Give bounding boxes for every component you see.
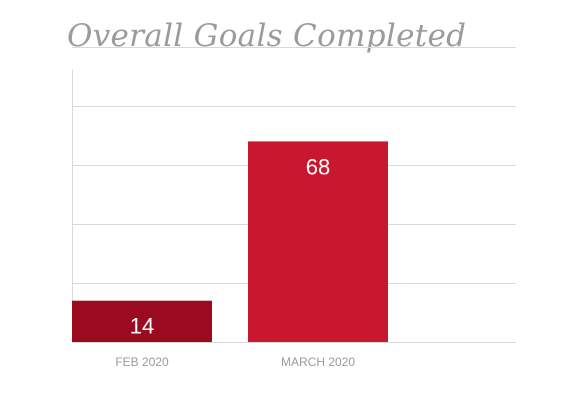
bar-value-label: 68 xyxy=(306,154,330,179)
bar-value-label: 14 xyxy=(130,314,154,339)
bar xyxy=(248,141,388,342)
bar xyxy=(72,300,212,342)
x-tick-label: FEB 2020 xyxy=(115,355,169,369)
x-tick-label: MARCH 2020 xyxy=(281,355,355,369)
